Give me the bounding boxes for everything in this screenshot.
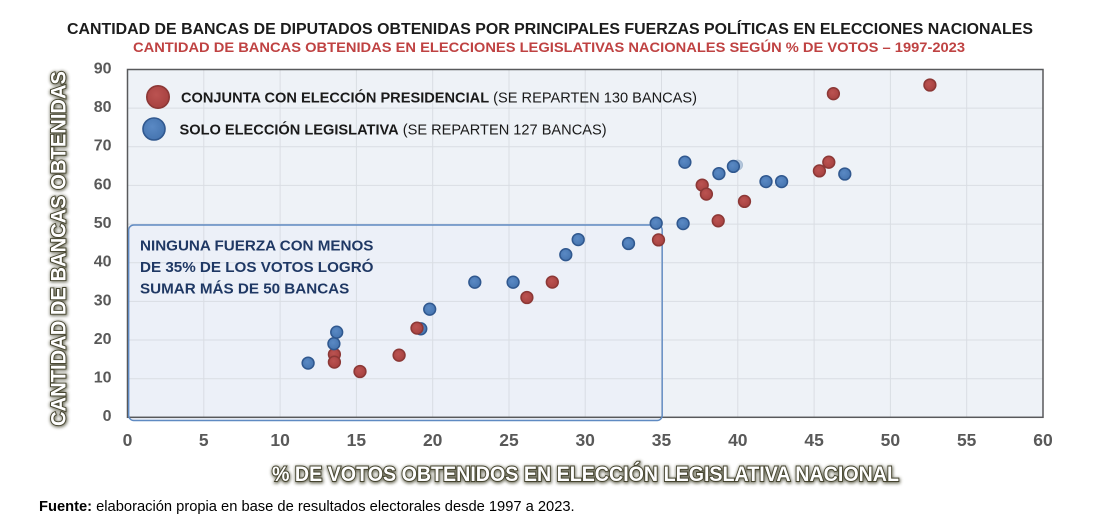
- svg-text:30: 30: [94, 292, 112, 309]
- svg-text:10: 10: [270, 430, 290, 450]
- svg-text:20: 20: [94, 331, 112, 348]
- svg-text:70: 70: [94, 138, 112, 155]
- svg-text:CANTIDAD DE BANCAS DE DIPUTADO: CANTIDAD DE BANCAS DE DIPUTADOS OBTENIDA…: [67, 19, 1033, 38]
- svg-text:60: 60: [1033, 430, 1053, 450]
- svg-text:% DE VOTOS OBTENIDOS EN ELECCI: % DE VOTOS OBTENIDOS EN ELECCIÓN LEGISLA…: [272, 463, 899, 487]
- svg-text:55: 55: [957, 430, 977, 450]
- svg-text:20: 20: [423, 430, 443, 450]
- svg-text:40: 40: [94, 254, 112, 271]
- svg-text:90: 90: [94, 60, 112, 77]
- svg-text:15: 15: [347, 430, 367, 450]
- svg-text:CANTIDAD DE BANCAS OBTENIDAS: CANTIDAD DE BANCAS OBTENIDAS: [48, 71, 71, 426]
- svg-text:5: 5: [199, 430, 209, 450]
- svg-text:25: 25: [499, 430, 519, 450]
- svg-text:NINGUNA FUERZA CON MENOS: NINGUNA FUERZA CON MENOS: [140, 238, 373, 255]
- svg-text:% DE VOTOS OBTENIDOS EN ELECCI: % DE VOTOS OBTENIDOS EN ELECCIÓN LEGISLA…: [272, 462, 899, 486]
- svg-text:DE 35% DE LOS VOTOS LOGRÓ: DE 35% DE LOS VOTOS LOGRÓ: [140, 258, 374, 276]
- svg-text:10: 10: [94, 370, 112, 387]
- svg-text:35: 35: [652, 430, 672, 450]
- svg-text:SUMAR MÁS DE 50 BANCAS: SUMAR MÁS DE 50 BANCAS: [140, 281, 349, 298]
- svg-text:45: 45: [804, 430, 824, 450]
- svg-text:50: 50: [881, 430, 901, 450]
- svg-text:60: 60: [94, 176, 112, 193]
- svg-text:30: 30: [575, 430, 595, 450]
- svg-text:80: 80: [94, 99, 112, 116]
- svg-text:50: 50: [94, 215, 112, 232]
- svg-text:Fuente: elaboración propia en: Fuente: elaboración propia en base de re…: [39, 499, 575, 515]
- svg-text:CANTIDAD DE BANCAS OBTENIDAS: CANTIDAD DE BANCAS OBTENIDAS: [48, 72, 71, 427]
- svg-text:0: 0: [123, 430, 133, 450]
- svg-text:CANTIDAD DE BANCAS OBTENIDAS E: CANTIDAD DE BANCAS OBTENIDAS EN ELECCION…: [133, 40, 966, 55]
- svg-text:CONJUNTA CON ELECCIÓN PRESIDEN: CONJUNTA CON ELECCIÓN PRESIDENCIAL (SE R…: [181, 88, 697, 106]
- svg-text:0: 0: [103, 408, 112, 425]
- svg-text:SOLO ELECCIÓN LEGISLATIVA (SE: SOLO ELECCIÓN LEGISLATIVA (SE REPARTEN 1…: [180, 120, 607, 138]
- svg-text:40: 40: [728, 430, 748, 450]
